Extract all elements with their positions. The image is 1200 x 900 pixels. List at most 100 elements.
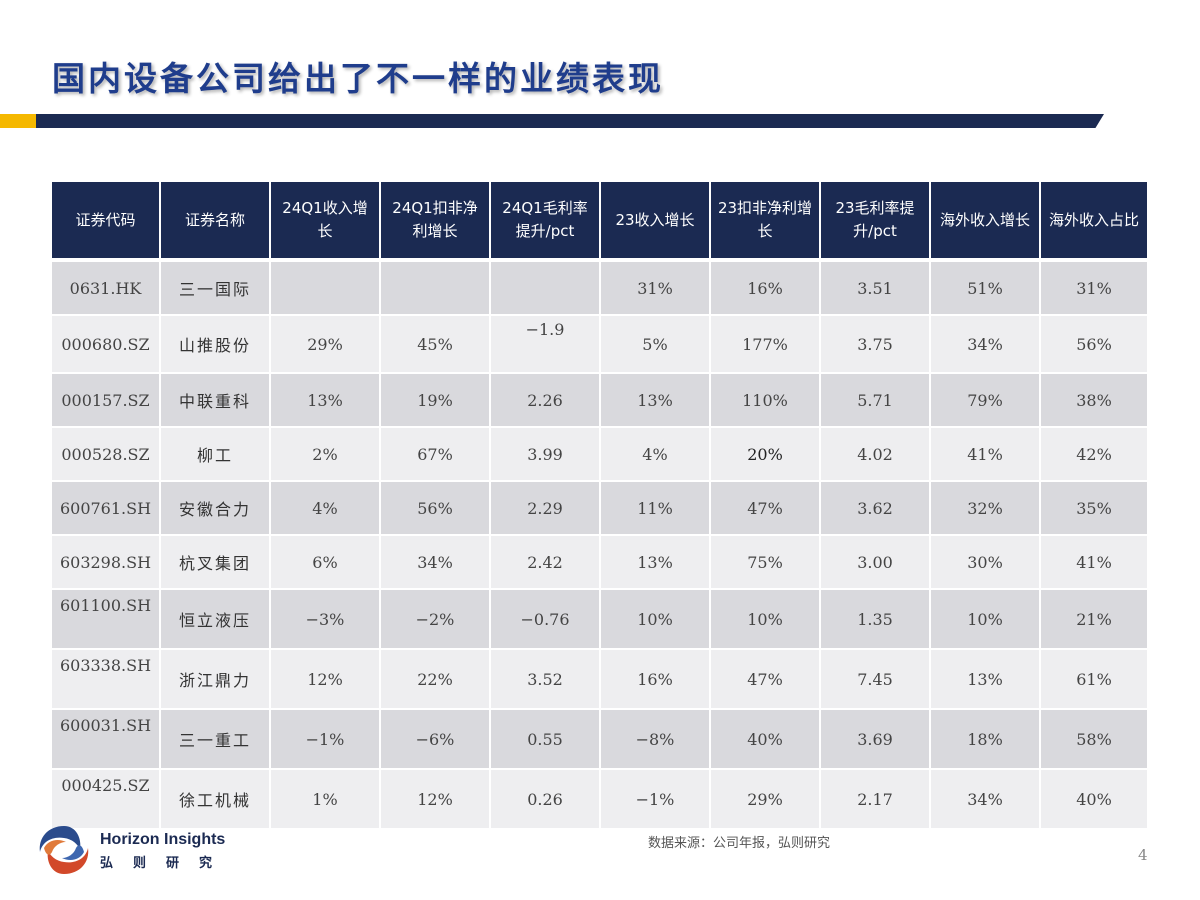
cell-value: 16%: [600, 649, 711, 710]
cell-value: 19%: [380, 373, 491, 428]
cell-value: 3.62: [820, 481, 931, 536]
brand-name-cn: 弘则研究: [100, 856, 233, 871]
cell-value: 10%: [930, 589, 1041, 650]
cell-value: 3.00: [820, 535, 931, 590]
table-row: 0631.HK 三一国际 31% 16% 3.51 51% 31%: [52, 260, 1149, 316]
cell-value: 18%: [930, 709, 1041, 770]
cell-value: 45%: [380, 315, 491, 374]
cell-code: 600031.SH: [52, 709, 161, 770]
performance-table: 证券代码 证券名称 24Q1收入增长 24Q1扣非净利增长 24Q1毛利率提升/…: [52, 182, 1149, 830]
table-row: 603298.SH 杭叉集团 6% 34% 2.42 13% 75% 3.00 …: [52, 535, 1149, 590]
cell-name: 恒立液压: [160, 589, 271, 650]
cell-value: 61%: [1040, 649, 1149, 710]
cell-value: 38%: [1040, 373, 1149, 428]
cell-value: 3.69: [820, 709, 931, 770]
cell-value: 34%: [930, 769, 1041, 830]
cell-value: 0.26: [490, 769, 601, 830]
table-row: 600761.SH 安徽合力 4% 56% 2.29 11% 47% 3.62 …: [52, 481, 1149, 536]
cell-value: 1%: [270, 769, 381, 830]
table-row: 000157.SZ 中联重科 13% 19% 2.26 13% 110% 5.7…: [52, 373, 1149, 428]
cell-value: 3.99: [490, 427, 601, 482]
cell-value: 13%: [600, 373, 711, 428]
header-23-revenue-growth: 23收入增长: [600, 182, 711, 262]
table-row: 600031.SH 三一重工 −1% −6% 0.55 −8% 40% 3.69…: [52, 709, 1149, 770]
cell-value: 31%: [600, 260, 711, 316]
cell-value: 47%: [710, 481, 821, 536]
cell-value: 7.45: [820, 649, 931, 710]
table-header-row: 证券代码 证券名称 24Q1收入增长 24Q1扣非净利增长 24Q1毛利率提升/…: [52, 182, 1149, 262]
header-code: 证券代码: [52, 182, 161, 262]
cell-name: 浙江鼎力: [160, 649, 271, 710]
cell-value: 16%: [710, 260, 821, 316]
cell-value: 12%: [270, 649, 381, 710]
cell-value: −2%: [380, 589, 491, 650]
cell-value: 5.71: [820, 373, 931, 428]
cell-code: 000157.SZ: [52, 373, 161, 428]
cell-value: 56%: [1040, 315, 1149, 374]
cell-value: 29%: [710, 769, 821, 830]
cell-name: 三一国际: [160, 260, 271, 316]
cell-value: 29%: [270, 315, 381, 374]
cell-value: 2%: [270, 427, 381, 482]
cell-code: 603338.SH: [52, 649, 161, 710]
cell-name: 三一重工: [160, 709, 271, 770]
cell-value: 2.17: [820, 769, 931, 830]
cell-value: 40%: [1040, 769, 1149, 830]
cell-value: 42%: [1040, 427, 1149, 482]
cell-value: 12%: [380, 769, 491, 830]
cell-value: 0.55: [490, 709, 601, 770]
cell-value: −8%: [600, 709, 711, 770]
table-row: 601100.SH 恒立液压 −3% −2% −0.76 10% 10% 1.3…: [52, 589, 1149, 650]
cell-value: 58%: [1040, 709, 1149, 770]
cell-value: [270, 260, 381, 316]
cell-value: −1%: [270, 709, 381, 770]
cell-value: 35%: [1040, 481, 1149, 536]
header-23-net-profit-growth: 23扣非净利增长: [710, 182, 821, 262]
cell-value: 4%: [600, 427, 711, 482]
header-overseas-revenue-share: 海外收入占比: [1040, 182, 1149, 262]
cell-value: [490, 260, 601, 316]
header-24q1-gross-margin-change: 24Q1毛利率提升/pct: [490, 182, 601, 262]
cell-value: 34%: [380, 535, 491, 590]
cell-value: 34%: [930, 315, 1041, 374]
data-source-note: 数据来源：公司年报，弘则研究: [648, 836, 831, 851]
cell-value: 110%: [710, 373, 821, 428]
header-overseas-revenue-growth: 海外收入增长: [930, 182, 1041, 262]
cell-value: 67%: [380, 427, 491, 482]
cell-name: 中联重科: [160, 373, 271, 428]
cell-value: [380, 260, 491, 316]
cell-value: 3.51: [820, 260, 931, 316]
table-row: 603338.SH 浙江鼎力 12% 22% 3.52 16% 47% 7.45…: [52, 649, 1149, 710]
table-row: 000425.SZ 徐工机械 1% 12% 0.26 −1% 29% 2.17 …: [52, 769, 1149, 830]
cell-value: −1%: [600, 769, 711, 830]
cell-value: 177%: [710, 315, 821, 374]
cell-value: 13%: [930, 649, 1041, 710]
cell-value: −6%: [380, 709, 491, 770]
slide-title: 国内设备公司给出了不一样的业绩表现: [52, 59, 664, 98]
cell-value: 79%: [930, 373, 1041, 428]
cell-value: 1.35: [820, 589, 931, 650]
cell-value: 13%: [600, 535, 711, 590]
cell-value: 2.26: [490, 373, 601, 428]
horizon-insights-logo-icon: [39, 826, 89, 874]
cell-value: 2.29: [490, 481, 601, 536]
cell-value: 20%: [710, 427, 821, 482]
cell-value: −3%: [270, 589, 381, 650]
title-accent-bar: [0, 114, 36, 128]
header-23-gross-margin-change: 23毛利率提升/pct: [820, 182, 931, 262]
header-name: 证券名称: [160, 182, 271, 262]
cell-value: 47%: [710, 649, 821, 710]
cell-value: 6%: [270, 535, 381, 590]
cell-value: 10%: [600, 589, 711, 650]
table-row: 000680.SZ 山推股份 29% 45% −1.9 5% 177% 3.75…: [52, 315, 1149, 374]
cell-code: 601100.SH: [52, 589, 161, 650]
cell-value: 40%: [710, 709, 821, 770]
cell-name: 徐工机械: [160, 769, 271, 830]
cell-code: 000425.SZ: [52, 769, 161, 830]
cell-name: 柳工: [160, 427, 271, 482]
title-divider-bar: [36, 114, 1104, 128]
cell-name: 杭叉集团: [160, 535, 271, 590]
cell-code: 603298.SH: [52, 535, 161, 590]
cell-code: 000528.SZ: [52, 427, 161, 482]
header-24q1-net-profit-growth: 24Q1扣非净利增长: [380, 182, 491, 262]
